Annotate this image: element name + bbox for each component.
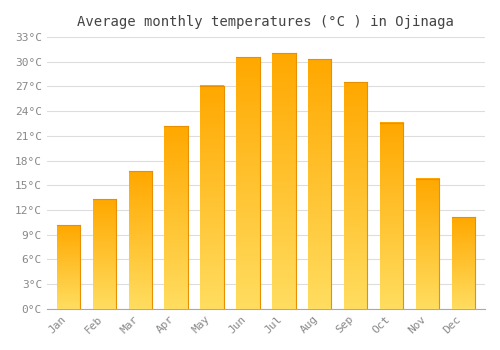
- Title: Average monthly temperatures (°C ) in Ojinaga: Average monthly temperatures (°C ) in Oj…: [78, 15, 454, 29]
